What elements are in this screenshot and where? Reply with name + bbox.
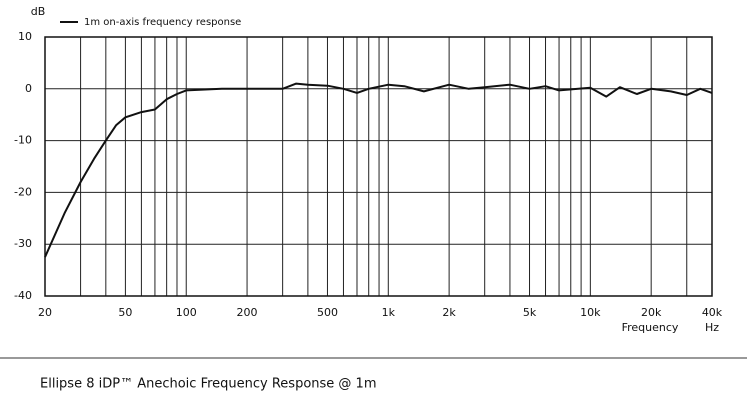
y-tick-label: -40 xyxy=(14,289,32,302)
x-tick-label: 40k xyxy=(702,306,723,319)
x-tick-label: 50 xyxy=(118,306,132,319)
response-line xyxy=(44,82,713,258)
x-tick-label: 500 xyxy=(317,306,338,319)
x-tick-label: 5k xyxy=(523,306,537,319)
y-tick-label: -30 xyxy=(14,237,32,250)
legend-bg xyxy=(55,15,270,29)
y-tick-label: 10 xyxy=(18,30,32,43)
x-tick-label: 200 xyxy=(237,306,258,319)
legend-label: 1m on-axis frequency response xyxy=(84,17,241,28)
x-tick-label: 2k xyxy=(442,306,456,319)
y-tick-label: -20 xyxy=(14,185,32,198)
x-tick-label: 100 xyxy=(176,306,197,319)
x-tick-label: 1k xyxy=(382,306,396,319)
x-tick-label: 20k xyxy=(641,306,662,319)
y-axis-label: dB xyxy=(31,5,46,18)
y-tick-label: 0 xyxy=(25,82,32,95)
x-tick-label: 10k xyxy=(580,306,601,319)
plot-frame xyxy=(44,36,713,297)
x-tick-label: 20 xyxy=(38,306,52,319)
x-unit-label: Hz xyxy=(705,321,719,334)
x-axis-label: Frequency xyxy=(622,321,679,334)
chart-title: Ellipse 8 iDP™ Anechoic Frequency Respon… xyxy=(40,377,377,392)
y-tick-label: -10 xyxy=(14,134,32,147)
